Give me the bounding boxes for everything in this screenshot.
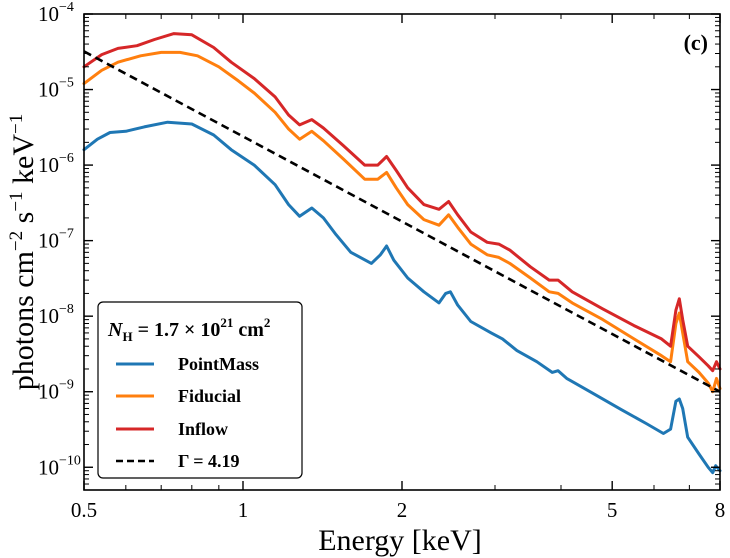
series-line-fiducial — [82, 50, 722, 394]
series-line-4-19 — [83, 50, 721, 393]
series-line-inflow — [82, 32, 722, 373]
legend-label-pointmass: PointMass — [178, 354, 259, 374]
y-axis-ticks: 10−10 10−9 10−8 10−7 10−6 10−5 10−4 — [38, 0, 720, 485]
x-tick-label: 2 — [397, 498, 408, 522]
y-tick-label: 10−10 — [38, 453, 81, 479]
x-tick-label: 5 — [607, 498, 618, 522]
y-tick-label: 10−6 — [38, 151, 74, 177]
series-line-pointmass — [82, 120, 722, 475]
y-tick-label: 10−9 — [38, 378, 74, 404]
legend-title: NH = 1.7 × 1021 cm2 — [107, 315, 270, 344]
legend-label-fiducial: Fiducial — [178, 386, 241, 406]
y-tick-label: 10−4 — [38, 0, 74, 26]
y-axis-label: photons cm−2 s−1 keV−1 — [6, 114, 40, 391]
x-tick-label: 0.5 — [71, 498, 97, 522]
panel-label: (c) — [684, 30, 708, 55]
x-axis-label: Energy [keV] — [318, 524, 482, 557]
legend-label-inflow: Inflow — [178, 419, 228, 439]
y-tick-label: 10−8 — [38, 302, 74, 328]
legend-label-powerlaw: Γ = 4.19 — [178, 451, 240, 471]
x-tick-label: 8 — [715, 498, 726, 522]
series-curves — [82, 32, 722, 475]
legend-box — [97, 301, 303, 479]
legend: NH = 1.7 × 1021 cm2 PointMass Fiducial I… — [97, 301, 303, 479]
y-tick-label: 10−5 — [38, 76, 74, 102]
x-tick-label: 1 — [238, 498, 249, 522]
y-tick-label: 10−7 — [38, 227, 74, 253]
